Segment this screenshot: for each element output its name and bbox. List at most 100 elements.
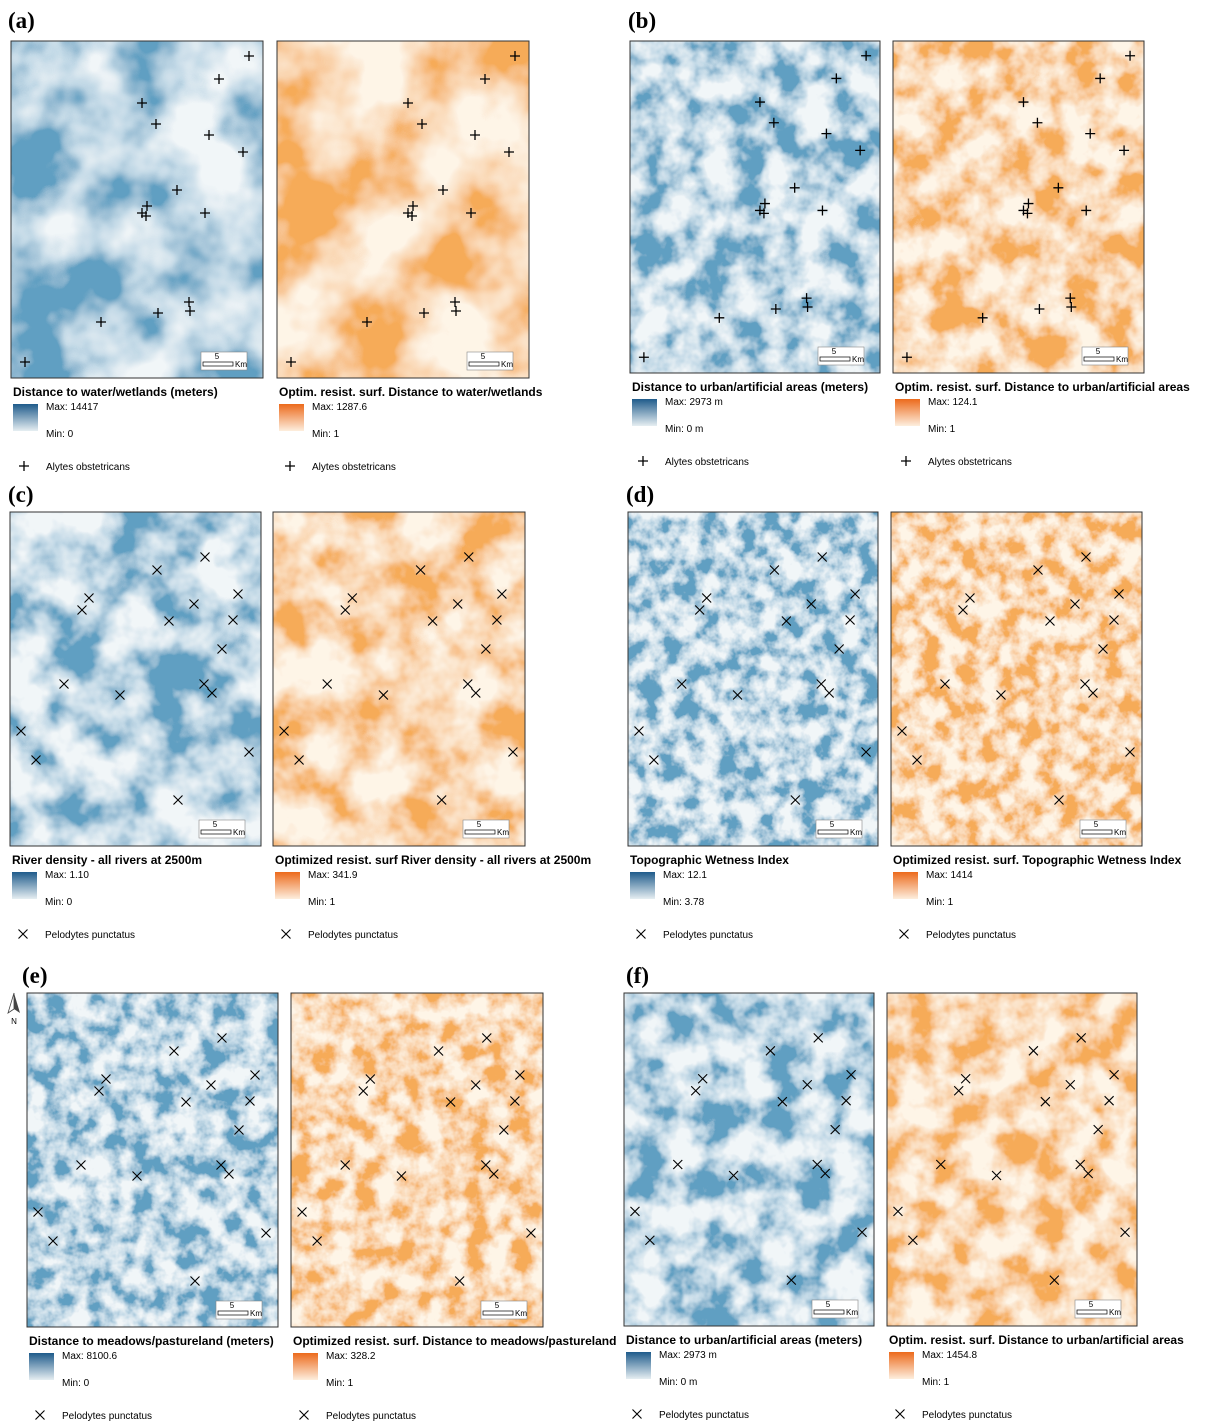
legend-swatch xyxy=(275,872,300,899)
legend-min: Min: 3.78 xyxy=(663,897,705,908)
legend-swatch xyxy=(29,1353,54,1380)
map: 5 Km xyxy=(11,41,263,378)
legend-min: Min: 0 m xyxy=(659,1377,697,1388)
map: 5Km xyxy=(277,41,529,378)
scale-label: 5 xyxy=(830,820,835,829)
scale-label: 5 xyxy=(1096,347,1101,356)
legend-marker xyxy=(896,1410,905,1419)
map-raster xyxy=(291,993,543,1327)
scale-unit: Km xyxy=(1114,828,1126,837)
legend-species: Alytes obstetricans xyxy=(928,457,1012,468)
map-raster xyxy=(27,993,278,1327)
legend-min: Min: 1 xyxy=(312,429,340,440)
legend-max: Max: 341.9 xyxy=(308,870,358,881)
legend-species: Alytes obstetricans xyxy=(312,462,396,473)
scale-unit: Km xyxy=(850,828,862,837)
legend-min: Min: 1 xyxy=(926,897,954,908)
map: 5 Km xyxy=(891,512,1142,846)
legend-swatch xyxy=(13,404,38,431)
site-marker xyxy=(282,930,291,939)
legend-species: Pelodytes punctatus xyxy=(308,930,398,941)
scale-bar xyxy=(1082,830,1112,834)
scale-bar xyxy=(1077,1310,1107,1314)
scale-bar xyxy=(1084,357,1114,361)
legend-max: Max: 1414 xyxy=(926,870,973,881)
scale-unit: Km xyxy=(852,355,864,364)
legend-swatch xyxy=(279,404,304,431)
scale-bar xyxy=(201,830,231,834)
scale-bar xyxy=(483,1311,513,1315)
legend-marker xyxy=(901,456,911,466)
map-raster xyxy=(891,512,1142,846)
legend-max: Max: 2973 m xyxy=(659,1350,717,1361)
legend-swatch xyxy=(626,1352,651,1379)
site-marker xyxy=(19,930,28,939)
scale-label: 5 xyxy=(826,1300,831,1309)
legend-species: Alytes obstetricans xyxy=(665,457,749,468)
legend-title: Optimized resist. surf. Distance to mead… xyxy=(293,1334,616,1348)
map-raster xyxy=(630,41,880,373)
scale-unit: Km xyxy=(1116,355,1128,364)
scale-bar xyxy=(203,362,233,366)
scale-label: 5 xyxy=(1094,820,1099,829)
legend-min: Min: 0 m xyxy=(665,424,703,435)
legend-max: Max: 2973 m xyxy=(665,397,723,408)
legend-max: Max: 12.1 xyxy=(663,870,707,881)
site-marker xyxy=(896,1410,905,1419)
panel-label: (e) xyxy=(22,963,48,988)
legend-swatch xyxy=(893,872,918,899)
legend-title: Topographic Wetness Index xyxy=(630,853,789,867)
scale-unit: Km xyxy=(515,1309,527,1318)
legend-species: Pelodytes punctatus xyxy=(926,930,1016,941)
legend-swatch xyxy=(293,1353,318,1380)
site-marker xyxy=(36,1411,45,1420)
scale-bar xyxy=(814,1310,844,1314)
map-raster xyxy=(277,41,529,378)
legend-max: Max: 14417 xyxy=(46,402,99,413)
legend-marker xyxy=(285,461,295,471)
scale-label: 5 xyxy=(213,820,218,829)
site-marker xyxy=(285,461,295,471)
legend-max: Max: 1.10 xyxy=(45,870,89,881)
scale-bar xyxy=(818,830,848,834)
site-marker xyxy=(901,456,911,466)
map-raster xyxy=(893,41,1144,373)
scale-label: 5 xyxy=(1089,1300,1094,1309)
scale-unit: Km xyxy=(235,360,247,369)
legend-marker xyxy=(633,1410,642,1419)
scale-unit: Km xyxy=(497,828,509,837)
legend-swatch xyxy=(895,399,920,426)
legend-title: River density - all rivers at 2500m xyxy=(12,853,202,867)
scale-bar xyxy=(465,830,495,834)
map: 5Km xyxy=(887,993,1137,1326)
legend-min: Min: 1 xyxy=(308,897,336,908)
legend-marker xyxy=(300,1411,309,1420)
scale-label: 5 xyxy=(832,347,837,356)
legend-species: Pelodytes punctatus xyxy=(922,1410,1012,1421)
legend-min: Min: 0 xyxy=(46,429,74,440)
legend-title: Distance to urban/artificial areas (mete… xyxy=(626,1333,862,1347)
panel-label: (a) xyxy=(8,8,35,33)
legend-swatch xyxy=(889,1352,914,1379)
scale-unit: Km xyxy=(846,1308,858,1317)
legend-marker xyxy=(19,461,29,471)
legend-title: Optimized resist. surf River density - a… xyxy=(275,853,591,867)
map: 5 Km xyxy=(628,512,878,846)
legend-species: Pelodytes punctatus xyxy=(62,1411,152,1422)
legend-marker xyxy=(637,930,646,939)
legend-title: Distance to urban/artificial areas (mete… xyxy=(632,380,868,394)
scale-bar xyxy=(469,362,499,366)
legend-title: Distance to water/wetlands (meters) xyxy=(13,385,218,399)
legend-species: Pelodytes punctatus xyxy=(45,930,135,941)
scale-label: 5 xyxy=(477,820,482,829)
legend-min: Min: 1 xyxy=(326,1378,354,1389)
legend-marker xyxy=(900,930,909,939)
scale-label: 5 xyxy=(215,352,220,361)
legend-marker xyxy=(638,456,648,466)
map-raster xyxy=(624,993,874,1326)
scale-label: 5 xyxy=(481,352,486,361)
legend-title: Optim. resist. surf. Distance to water/w… xyxy=(279,385,543,399)
legend-species: Pelodytes punctatus xyxy=(663,930,753,941)
legend-marker xyxy=(36,1411,45,1420)
legend-max: Max: 124.1 xyxy=(928,397,978,408)
